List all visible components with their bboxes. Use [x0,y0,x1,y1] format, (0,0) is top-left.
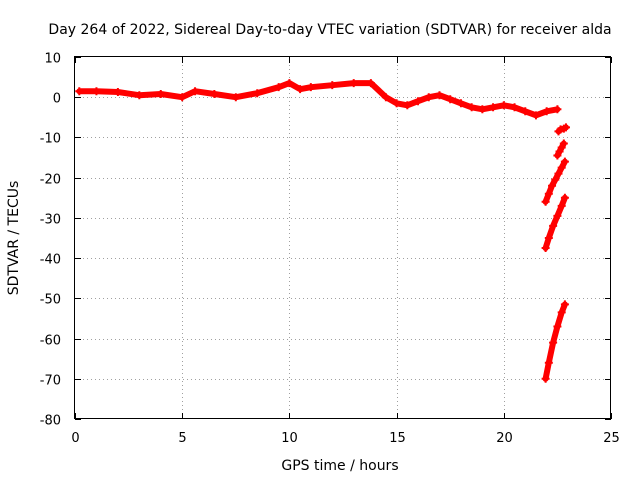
data-series-4 [541,193,569,253]
data-point [557,308,566,317]
data-point [551,175,560,184]
series-band [76,80,561,119]
data-point [553,322,562,331]
data-point [541,244,550,253]
y-tick-label: -20 [40,173,61,188]
data-point [75,87,84,96]
data-point [366,79,375,88]
data-point [557,201,566,210]
data-layer [75,79,570,383]
data-point [296,85,305,94]
data-point [456,99,465,108]
data-point [349,79,358,88]
y-tick-label: -30 [40,213,61,228]
data-series-2 [553,139,568,160]
data-point [285,79,294,88]
data-point [521,107,530,116]
data-point [253,89,262,98]
data-point [561,123,570,132]
x-axis-label: GPS time / hours [281,458,398,474]
data-point [555,147,564,156]
x-tick-label: 10 [281,431,298,446]
data-point [541,374,550,383]
data-point [191,87,200,96]
x-tick-label: 20 [496,431,513,446]
y-tick-label: -40 [40,253,61,268]
data-series-5 [541,300,569,383]
data-point [92,87,101,96]
data-point [478,105,487,114]
data-point [557,163,566,172]
data-point [544,189,553,198]
data-point [559,139,568,148]
data-point [135,91,144,100]
data-point [553,211,562,220]
data-point [499,101,508,110]
data-point [560,300,569,309]
y-tick-label: -60 [40,334,61,349]
data-point [549,221,558,230]
data-point [510,103,519,112]
data-point [549,338,558,347]
data-point [446,95,455,104]
y-tick-label: 10 [44,52,61,67]
y-tick-label: -10 [40,132,61,147]
chart-title: Day 264 of 2022, Sidereal Day-to-day VTE… [48,22,611,38]
data-point [231,93,240,102]
data-point [178,93,187,102]
y-tick-label: 0 [53,92,61,107]
data-point [557,143,566,152]
y-tick-label: -70 [40,374,61,389]
data-series-1 [554,123,570,136]
data-point [544,358,553,367]
data-point [328,81,337,90]
data-point [553,151,562,160]
series-band [554,140,567,159]
data-point [306,83,315,92]
data-point [531,111,540,120]
data-point [542,107,551,116]
data-point [467,103,476,112]
data-point [544,234,553,242]
data-point [392,99,401,108]
data-point [541,197,550,206]
y-tick-label: -50 [40,293,61,308]
y-axis-label: SDTVAR / TECUs [6,181,22,296]
data-point [424,93,433,102]
data-point [274,83,283,92]
data-series-3 [541,157,569,206]
data-point [560,193,569,202]
grid-layer [75,57,611,419]
data-point [403,101,412,110]
data-point [210,90,219,99]
data-point [414,97,423,106]
data-point [489,103,498,112]
x-tick-label: 5 [178,431,186,446]
x-tick-label: 15 [389,431,406,446]
plot-frame [74,56,611,419]
data-point [381,93,390,102]
data-point [554,169,563,178]
data-point [548,181,557,190]
x-tick-label: 25 [603,431,620,446]
data-point [560,157,569,166]
data-point [113,87,122,96]
x-tick-label: 0 [71,431,79,446]
data-series-0 [75,79,562,120]
tick-layer: 0 5 10 15 20 25 10 0 -10 -20 -30 -40 -50 -60 -70 -80 [40,52,620,447]
data-point [156,90,165,99]
data-point [435,91,444,100]
data-point [553,105,562,114]
y-tick-label: -80 [40,414,61,429]
